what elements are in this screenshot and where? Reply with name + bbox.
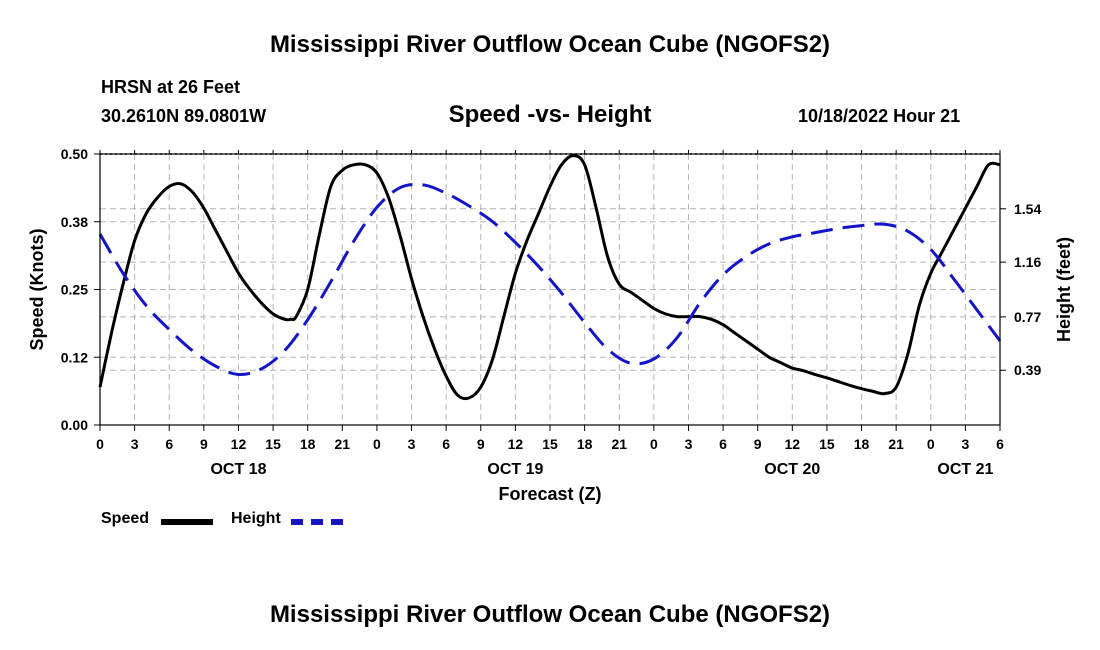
x-tick-label: 3 — [685, 436, 693, 452]
legend-speed-label: Speed — [101, 510, 150, 527]
x-tick-label: 0 — [96, 436, 104, 452]
y-axis-title-left: Speed (Knots) — [27, 228, 47, 350]
x-tick-label: 12 — [231, 436, 247, 452]
x-tick-label: 15 — [265, 436, 281, 452]
chart-subtitle: Speed -vs- Height — [448, 101, 652, 128]
legend-height-label: Height — [231, 510, 281, 527]
x-tick-label: 15 — [819, 436, 835, 452]
x-tick-label: 9 — [200, 436, 208, 452]
x-tick-label: 18 — [854, 436, 870, 452]
x-tick-label: 21 — [611, 436, 627, 452]
y-tick-label-left: 0.50 — [61, 146, 88, 162]
y-tick-label-left: 0.12 — [61, 349, 88, 365]
legend-speed-swatch — [161, 519, 213, 525]
series-lines — [98, 154, 1002, 401]
station-label: HRSN at 26 Feet — [101, 77, 241, 97]
series-line-height — [98, 182, 1002, 377]
x-tick-label: 6 — [442, 436, 450, 452]
axis-ticks — [94, 150, 1006, 431]
x-tick-label: 18 — [300, 436, 316, 452]
speed-height-chart: 0 3 6 9 12 15 18 21 0 3 6 9 12 15 18 21 0 3 6 9 12 15 18 21 0 3 6 0… — [27, 146, 1074, 504]
page-title: Mississippi River Outflow Ocean Cube (NG… — [269, 31, 831, 58]
x-tick-label: 18 — [577, 436, 593, 452]
x-tick-label: 0 — [927, 436, 935, 452]
x-tick-label: 9 — [754, 436, 762, 452]
y-tick-label-left: 0.38 — [61, 214, 88, 230]
x-tick-label: 6 — [996, 436, 1004, 452]
x-tick-label: 12 — [785, 436, 801, 452]
legend-height-swatch — [291, 519, 343, 525]
x-tick-label: 0 — [650, 436, 658, 452]
x-tick-label: 3 — [131, 436, 139, 452]
x-tick-label: 12 — [508, 436, 524, 452]
x-axis-title: Forecast (Z) — [498, 484, 601, 504]
x-tick-label: 6 — [719, 436, 727, 452]
day-label: OCT 21 — [937, 461, 993, 478]
x-tick-label: 3 — [408, 436, 416, 452]
y-tick-label-right: 0.77 — [1014, 309, 1041, 325]
y-tick-label-left: 0.00 — [61, 417, 88, 433]
series-line-speed — [98, 154, 1001, 401]
x-tick-label: 3 — [961, 436, 969, 452]
grid-lines — [100, 153, 1000, 425]
day-label: OCT 20 — [764, 461, 820, 478]
station-coordinates: 30.2610N 89.0801W — [101, 106, 267, 126]
y-axis-title-right: Height (feet) — [1054, 237, 1074, 342]
x-tick-label: 0 — [373, 436, 381, 452]
y-tick-label-right: 1.54 — [1014, 201, 1041, 217]
y-tick-label-left: 0.25 — [61, 282, 88, 298]
day-label: OCT 19 — [487, 461, 543, 478]
y-tick-label-right: 1.16 — [1014, 254, 1041, 270]
x-tick-label: 21 — [335, 436, 351, 452]
x-tick-label: 15 — [542, 436, 558, 452]
axis-labels: 0 3 6 9 12 15 18 21 0 3 6 9 12 15 18 21 0 3 6 9 12 15 18 21 0 3 6 0… — [27, 146, 1074, 504]
forecast-datetime: 10/18/2022 Hour 21 — [798, 106, 961, 126]
y-tick-label-right: 0.39 — [1014, 362, 1041, 378]
x-tick-label: 6 — [165, 436, 173, 452]
x-tick-label: 9 — [477, 436, 485, 452]
day-label: OCT 18 — [210, 461, 266, 478]
footer-title: Mississippi River Outflow Ocean Cube (NG… — [269, 601, 831, 628]
x-tick-label: 21 — [888, 436, 904, 452]
